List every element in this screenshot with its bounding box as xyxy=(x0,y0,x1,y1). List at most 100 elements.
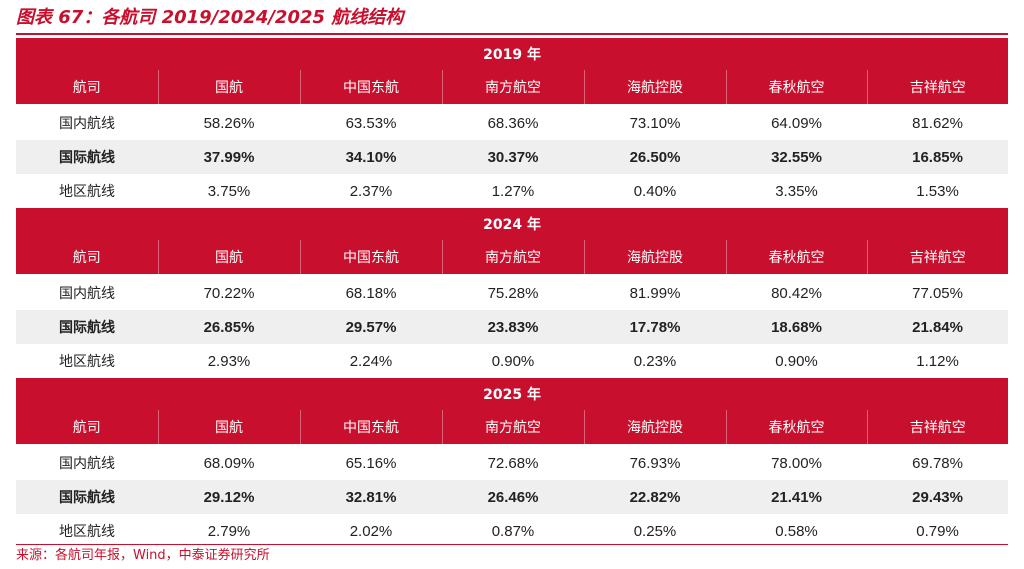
table-cell: 16.85% xyxy=(867,140,1009,174)
table-row-regional: 地区航线 2.93% 2.24% 0.90% 0.23% 0.90% 1.12% xyxy=(16,344,1008,378)
table-cell: 77.05% xyxy=(912,284,963,302)
table-cell: 0.40% xyxy=(633,182,677,200)
table-cell: 64.09% xyxy=(771,114,822,132)
table-cell: 18.68% xyxy=(726,310,867,344)
table-cell: 63.53% xyxy=(345,114,397,132)
table-row-domestic: 国内航线 68.09% 65.16% 72.68% 76.93% 78.00% … xyxy=(16,446,1008,480)
table-cell: 32.55% xyxy=(726,140,867,174)
figure-title: 图表 67：各航司 2019/2024/2025 航线结构 xyxy=(16,7,404,28)
table-cell: 17.78% xyxy=(584,310,726,344)
header-airline: 航司 xyxy=(16,240,158,274)
table-cell: 80.42% xyxy=(771,284,822,302)
table-cell: 2.02% xyxy=(349,522,393,540)
header-hainan: 海航控股 xyxy=(583,240,726,274)
row-label: 国际航线 xyxy=(16,140,158,174)
table-cell: 75.28% xyxy=(487,284,539,302)
table-cell: 1.12% xyxy=(916,352,959,370)
table-cell: 29.12% xyxy=(158,480,300,514)
table-cell: 2.93% xyxy=(207,352,251,370)
year-row-2024: 2024 年 xyxy=(16,208,1009,240)
table-cell: 21.41% xyxy=(726,480,867,514)
table-cell: 34.10% xyxy=(300,140,442,174)
header-airline: 航司 xyxy=(16,70,158,104)
table-cell: 58.26% xyxy=(203,114,255,132)
table-cell: 2.24% xyxy=(349,352,393,370)
header-china-eastern: 中国东航 xyxy=(299,240,442,274)
header-air-china: 国航 xyxy=(157,240,300,274)
row-label: 地区航线 xyxy=(59,184,115,200)
table-cell: 0.90% xyxy=(775,352,818,370)
table-cell: 68.36% xyxy=(487,114,539,132)
table-cell: 30.37% xyxy=(442,140,584,174)
table-cell: 0.87% xyxy=(491,522,535,540)
header-hainan: 海航控股 xyxy=(583,410,726,444)
table-cell: 69.78% xyxy=(912,454,963,472)
table-cell: 0.23% xyxy=(633,352,677,370)
source-divider xyxy=(16,544,1008,545)
table-row-domestic: 国内航线 58.26% 63.53% 68.36% 73.10% 64.09% … xyxy=(16,106,1008,140)
year-label: 2025 年 xyxy=(16,378,1009,410)
table-cell: 76.93% xyxy=(629,454,681,472)
table-row-regional: 地区航线 2.79% 2.02% 0.87% 0.25% 0.58% 0.79% xyxy=(16,514,1008,548)
table-cell: 32.81% xyxy=(300,480,442,514)
table-cell: 26.46% xyxy=(442,480,584,514)
table-cell: 73.10% xyxy=(629,114,681,132)
header-china-southern: 南方航空 xyxy=(441,240,584,274)
header-air-china: 国航 xyxy=(157,410,300,444)
spacer xyxy=(16,104,1009,106)
table-row-international: 国际航线 29.12% 32.81% 26.46% 22.82% 21.41% … xyxy=(16,480,1009,514)
table-row-international: 国际航线 37.99% 34.10% 30.37% 26.50% 32.55% … xyxy=(16,140,1009,174)
table-cell: 3.35% xyxy=(775,182,818,200)
table-cell: 2.79% xyxy=(207,522,251,540)
table-cell: 26.85% xyxy=(158,310,300,344)
row-label: 地区航线 xyxy=(59,354,115,370)
spacer xyxy=(16,274,1009,276)
header-juneyao: 吉祥航空 xyxy=(866,240,1009,274)
table-cell: 81.62% xyxy=(912,114,963,132)
header-row: 航司 国航 中国东航 南方航空 海航控股 春秋航空 吉祥航空 xyxy=(16,240,1009,274)
table-cell: 29.57% xyxy=(300,310,442,344)
table-cell: 65.16% xyxy=(345,454,397,472)
header-airline: 航司 xyxy=(16,410,158,444)
year-label: 2024 年 xyxy=(16,208,1009,240)
table-cell: 26.50% xyxy=(584,140,726,174)
header-china-southern: 南方航空 xyxy=(441,410,584,444)
header-spring: 春秋航空 xyxy=(725,70,867,104)
header-spring: 春秋航空 xyxy=(725,410,867,444)
header-juneyao: 吉祥航空 xyxy=(866,70,1009,104)
title-divider xyxy=(16,33,1008,35)
table-cell: 81.99% xyxy=(629,284,681,302)
row-label: 国内航线 xyxy=(59,286,115,302)
table-row-regional: 地区航线 3.75% 2.37% 1.27% 0.40% 3.35% 1.53% xyxy=(16,174,1008,208)
header-china-eastern: 中国东航 xyxy=(299,410,442,444)
table-row-domestic: 国内航线 70.22% 68.18% 75.28% 81.99% 80.42% … xyxy=(16,276,1008,310)
table-cell: 29.43% xyxy=(867,480,1009,514)
table-cell: 72.68% xyxy=(487,454,539,472)
header-hainan: 海航控股 xyxy=(583,70,726,104)
row-label: 国内航线 xyxy=(59,456,115,472)
table-cell: 1.27% xyxy=(491,182,535,200)
table-cell: 37.99% xyxy=(158,140,300,174)
table-cell: 22.82% xyxy=(584,480,726,514)
row-label: 国际航线 xyxy=(16,310,158,344)
source-note: 来源：各航司年报，Wind，中泰证券研究所 xyxy=(16,548,270,563)
year-row-2025: 2025 年 xyxy=(16,378,1009,410)
table-cell: 78.00% xyxy=(771,454,822,472)
row-label: 地区航线 xyxy=(59,524,115,540)
header-china-eastern: 中国东航 xyxy=(299,70,442,104)
table-cell: 23.83% xyxy=(442,310,584,344)
year-row-2019: 2019 年 xyxy=(16,38,1009,70)
header-china-southern: 南方航空 xyxy=(441,70,584,104)
row-label: 国内航线 xyxy=(59,116,115,132)
spacer xyxy=(16,444,1009,446)
header-juneyao: 吉祥航空 xyxy=(866,410,1009,444)
table-cell: 0.58% xyxy=(775,522,818,540)
table-row-international: 国际航线 26.85% 29.57% 23.83% 17.78% 18.68% … xyxy=(16,310,1009,344)
table-cell: 0.79% xyxy=(916,522,959,540)
table-cell: 21.84% xyxy=(867,310,1009,344)
table-cell: 0.90% xyxy=(491,352,535,370)
header-row: 航司 国航 中国东航 南方航空 海航控股 春秋航空 吉祥航空 xyxy=(16,410,1009,444)
table-cell: 68.09% xyxy=(203,454,255,472)
header-row: 航司 国航 中国东航 南方航空 海航控股 春秋航空 吉祥航空 xyxy=(16,70,1009,104)
header-air-china: 国航 xyxy=(157,70,300,104)
